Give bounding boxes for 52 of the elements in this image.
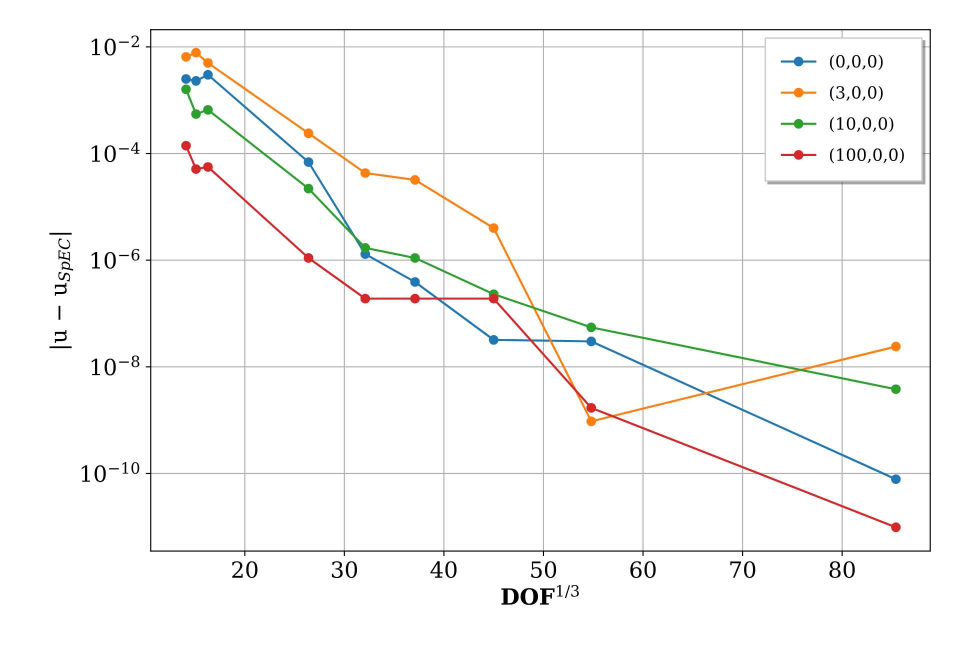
point: [586, 402, 596, 413]
point: [488, 223, 499, 233]
x-tick-label: 70: [730, 561, 756, 578]
point: [891, 384, 901, 394]
point: [360, 243, 370, 253]
y-tick-label: 10$^{−4}$: [92, 142, 140, 162]
y-tick-label: 10$^{−2}$: [92, 36, 139, 56]
point: [586, 416, 596, 426]
point: [191, 48, 201, 58]
y-axis-title: |u − u$_{SpEC}$|: [49, 232, 74, 348]
point: [181, 74, 191, 84]
point: [410, 253, 420, 263]
point: [891, 522, 901, 532]
point: [304, 184, 314, 194]
point: [203, 70, 213, 80]
point: [181, 84, 191, 94]
point: [203, 58, 213, 68]
point: [191, 109, 201, 119]
legend-label: (3,0,0): [830, 86, 883, 102]
x-tick-label: 50: [531, 561, 556, 578]
point: [891, 342, 901, 352]
x-tick-label: 30: [332, 561, 358, 578]
point: [181, 52, 191, 62]
point: [410, 294, 420, 304]
point: [304, 128, 314, 138]
point: [360, 294, 370, 304]
x-tick-label: 40: [430, 561, 457, 578]
point: [360, 168, 370, 178]
point: [586, 322, 596, 332]
point: [304, 157, 314, 167]
point: [304, 253, 314, 263]
x-tick-label: 60: [630, 561, 656, 578]
legend-label: (100,0,0): [830, 148, 904, 164]
point: [410, 175, 420, 185]
point: [203, 162, 213, 172]
point: [891, 474, 901, 484]
y-tick-label: 10$^{−6}$: [92, 248, 140, 269]
point: [488, 294, 499, 304]
point: [488, 335, 499, 345]
x-tick-label: 80: [829, 561, 855, 578]
x-tick-label: 20: [232, 561, 258, 578]
y-tick-label: 10$^{−8}$: [92, 355, 140, 376]
legend-label: (10,0,0): [830, 116, 894, 132]
point: [586, 336, 596, 346]
y-tick-label: 10$^{−10}$: [82, 462, 140, 482]
point: [410, 277, 420, 287]
point: [191, 164, 201, 174]
x-axis-title: DOF$^{1/3}$: [501, 584, 579, 605]
point: [181, 140, 191, 151]
point: [203, 104, 213, 115]
point: [191, 76, 201, 86]
legend-label: (0,0,0): [830, 54, 883, 70]
